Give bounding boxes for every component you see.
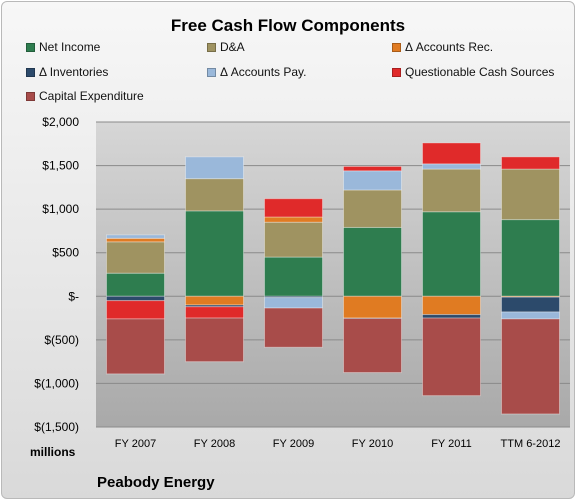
- legend-swatch: [392, 68, 401, 77]
- bar-segment: [422, 314, 481, 319]
- bar-segment: [264, 307, 323, 348]
- bar-segment: [501, 318, 560, 415]
- x-tick-label: FY 2007: [115, 438, 156, 450]
- bar-segment: [501, 219, 560, 297]
- bar-segment: [106, 241, 165, 274]
- legend-label: D&A: [220, 40, 245, 54]
- y-tick-label: $1,500: [42, 159, 79, 173]
- legend-swatch: [26, 92, 35, 101]
- bar-segment: [264, 297, 323, 309]
- legend-swatch: [392, 43, 401, 52]
- bar-segment: [185, 210, 244, 297]
- legend-swatch: [207, 43, 216, 52]
- bar-segment: [185, 317, 244, 363]
- bar-segment: [422, 168, 481, 213]
- bar-segment: [422, 163, 481, 170]
- legend-capex: Capital Expenditure: [26, 89, 144, 103]
- bar-segment: [264, 256, 323, 297]
- y-tick-label: $2,000: [42, 115, 79, 129]
- y-tick-label: $-: [68, 289, 79, 303]
- bar-segment: [106, 234, 165, 239]
- bar-segment: [343, 165, 402, 172]
- bar-segment: [185, 178, 244, 212]
- company-name: Peabody Energy: [97, 474, 215, 491]
- bar-segment: [185, 295, 244, 306]
- bar-segment: [343, 318, 402, 374]
- legend-swatch: [26, 68, 35, 77]
- legend-label: Δ Accounts Pay.: [220, 65, 307, 79]
- legend-inventories: Δ Inventories: [26, 65, 108, 79]
- legend-da: D&A: [207, 40, 245, 54]
- legend-label: Questionable Cash Sources: [405, 65, 555, 79]
- x-tick-label: FY 2009: [273, 438, 314, 450]
- bar-segment: [501, 311, 560, 320]
- bar-segment: [106, 318, 165, 375]
- bar-segment: [106, 272, 165, 297]
- y-tick-label: $(1,000): [34, 376, 79, 390]
- x-tick-label: TTM 6-2012: [501, 438, 561, 450]
- x-tick-label: FY 2010: [352, 438, 393, 450]
- bar-segment: [264, 221, 323, 258]
- chart-title: Free Cash Flow Components: [170, 16, 406, 35]
- bar-segment: [501, 168, 560, 221]
- bar-segment: [422, 295, 481, 316]
- bar-segment: [264, 295, 323, 299]
- bar-segment: [422, 211, 481, 297]
- legend-label: Net Income: [39, 40, 101, 54]
- bar-segment: [264, 198, 323, 218]
- bar-segment: [343, 295, 402, 319]
- x-tick-label: FY 2008: [194, 438, 235, 450]
- bar-segment: [343, 226, 402, 297]
- bar-segment: [106, 295, 165, 302]
- bar-segment: [185, 306, 244, 319]
- bar-segment: [106, 300, 165, 320]
- y-tick-label: $1,000: [42, 202, 79, 216]
- legend-label: Δ Accounts Rec.: [405, 40, 494, 54]
- y-tick-label: $(1,500): [34, 420, 79, 434]
- bar-segment: [264, 216, 323, 223]
- bar-segment: [106, 237, 165, 243]
- bar-segment: [422, 142, 481, 165]
- unit-label: millions: [30, 445, 76, 459]
- legend-label: Δ Inventories: [39, 65, 109, 79]
- y-tick-label: $500: [52, 246, 79, 260]
- bar-segment: [422, 317, 481, 397]
- legend-swatch: [26, 43, 35, 52]
- bar-segment: [185, 156, 244, 180]
- bar-segment: [343, 170, 402, 191]
- legend-accounts-rec: Δ Accounts Rec.: [392, 40, 493, 54]
- bar-segment: [343, 189, 402, 228]
- legend-questionable-cash: Questionable Cash Sources: [392, 65, 554, 79]
- bar-segment: [501, 296, 560, 313]
- bar-segment: [501, 156, 560, 170]
- legend-accounts-pay: Δ Accounts Pay.: [207, 65, 307, 79]
- plot-background: [96, 122, 570, 427]
- x-tick-label: FY 2011: [431, 438, 472, 450]
- legend-label: Capital Expenditure: [39, 89, 144, 103]
- legend-swatch: [207, 68, 216, 77]
- y-tick-label: $(500): [44, 333, 79, 347]
- legend-net-income: Net Income: [26, 40, 100, 54]
